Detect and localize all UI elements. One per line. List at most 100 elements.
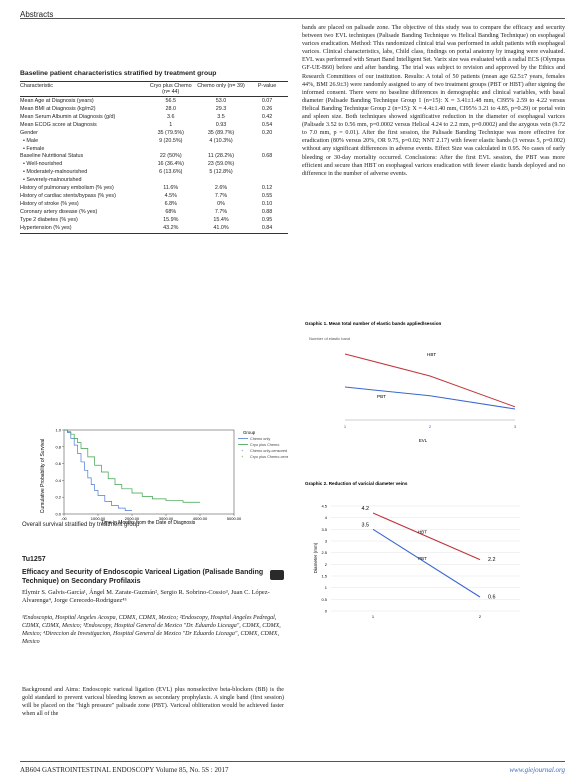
legend-entry: Chemo only-censored (250, 449, 287, 453)
table-cell: 0.07 (261, 97, 273, 104)
table-cell (146, 177, 196, 185)
table-cell: • Well-nourished (23, 161, 63, 168)
table-cell: 0.20 (261, 129, 273, 136)
table-cell: 43.2% (145, 224, 196, 234)
table-cell: History of pulmonary embolism (% yes) (20, 185, 114, 192)
col-header: Chemo only (n= 39) (195, 81, 247, 97)
table-cell: 0.84 (246, 224, 288, 234)
y-tick-label: 0.0 (55, 512, 61, 517)
page-footer: AB604 GASTROINTESTINAL ENDOSCOPY Volume … (20, 761, 565, 776)
graphic-2-y-tick: 0.5 (321, 597, 327, 602)
graphic-2-line-pbt (372, 528, 481, 598)
hbt-label: HBT (427, 352, 436, 357)
table-cell: 0.54 (261, 121, 273, 128)
journal-url[interactable]: www.giejournal.org (509, 766, 565, 774)
graphic-2-series-label: HBT (418, 529, 427, 534)
y-tick-label: 1.0 (55, 428, 61, 433)
survival-curve-cryo-plus-chemo (64, 429, 200, 503)
table-row: Gender 35 (79.5%) 35 (89.7%) 0.20 (20, 129, 288, 137)
table-row: Type 2 diabetes (% yes) 15.9% 15.4% 0.95 (20, 217, 288, 225)
table-cell (196, 145, 246, 153)
graphic-2-y-tick: 1.5 (321, 574, 327, 579)
graphic-2-line-hbt (372, 512, 481, 561)
table-cell: 0.55 (261, 193, 273, 200)
table-cell: 4.5% (164, 193, 177, 200)
table-cell: 28.0 (165, 105, 177, 112)
table-cell: 1 (169, 121, 173, 128)
graphic-1-x-tick: 1 (344, 424, 347, 429)
graphic-1-line-hbt (344, 353, 516, 408)
abstract-body-right: bands are placed on palisade zone. The o… (302, 25, 565, 177)
table-cell: 0.12 (261, 185, 273, 192)
graphic-2-point-label: 3.5 (362, 522, 370, 528)
abstract-body-left: Background and Aims: Endoscopic variceal… (22, 687, 284, 718)
table-cell: 2.6% (214, 185, 228, 192)
table-cell: 15.4% (213, 217, 229, 224)
table-cell: 7.7% (214, 209, 228, 216)
table-cell: 6 (13.6%) (159, 169, 183, 176)
table-row: Baseline Nutritional Status 22 (50%) 11 (2… (20, 153, 288, 161)
table-cell: 6.8% (164, 201, 177, 208)
graphic-2-y-tick: 0 (325, 609, 328, 614)
graphic-1-x-tick: 2 (429, 424, 432, 429)
table-cell: 5 (12.8%) (209, 169, 233, 176)
table-header-row: Characteristic Cryo plus Chemo (n= 44) C… (20, 81, 288, 97)
table-cell: 35 (79.5%) (157, 129, 184, 136)
graphic-2-y-tick: 3 (325, 539, 328, 544)
graphic-2-ylabel: Diameter (mm) (313, 542, 318, 573)
table-cell: 0.42 (261, 113, 273, 120)
pbt-label: PBT (377, 394, 386, 399)
table-title: Baseline patient characteristics stratif… (20, 70, 217, 77)
graphic-2-y-tick: 2.5 (321, 550, 327, 555)
table-cell: 9 (20.5%) (159, 137, 183, 144)
x-tick-label: .00 (61, 516, 67, 521)
table-cell: Coronary artery disease (% yes) (20, 209, 98, 216)
graphic-1-lines (344, 353, 516, 410)
crossmark-icon[interactable] (270, 570, 284, 580)
table-cell: Mean Age at Diagnosis (years) (20, 97, 94, 104)
table-row: Mean ECOG score at Diagnosis 1 0.93 0.54 (20, 121, 288, 129)
legend-swatch: + (241, 448, 244, 453)
abstract-id: Tu1257 (22, 556, 46, 563)
table-cell: Mean ECOG score at Diagnosis (20, 121, 97, 128)
graphic-2-x-tick: 2 (479, 614, 482, 619)
table-cell: 22 (50%) (159, 153, 182, 160)
legend-swatch: + (241, 454, 244, 459)
graphic-1-xlabel: EVL (419, 438, 428, 443)
graphic-2-y-tick: 1 (325, 585, 328, 590)
plot-frame (63, 429, 235, 515)
table-cell: 29.3 (215, 105, 227, 112)
table-cell: 11 (28.2%) (208, 153, 234, 160)
table-cell: Gender (20, 129, 38, 136)
table-cell (246, 161, 288, 169)
table-cell: 0.88 (261, 209, 273, 216)
km-caption: Overall survival stratified by treatment… (22, 522, 140, 528)
graphic-2-x-tick: 1 (372, 614, 375, 619)
table-row: • Moderately-malnourished 6 (13.6%) 5 (12.… (20, 169, 288, 177)
col-header: P-value (246, 81, 288, 97)
table-cell: 4 (10.3%) (209, 137, 233, 144)
table-cell: 0% (217, 201, 225, 208)
section-label: Abstracts (20, 10, 54, 19)
col-header: Cryo plus Chemo (n= 44) (145, 81, 196, 97)
graphic-1-line-pbt (344, 386, 516, 410)
graphic-1: Graphic 1. Mean total number of elastic … (305, 321, 517, 443)
graphic-2-y-tick: 4 (325, 515, 328, 520)
graphic-2: Graphic 2. Reduction of varicial diamete… (305, 481, 520, 619)
x-axis-label: Time in Months from the Date of Diagnosi… (101, 520, 196, 526)
affiliations: ¹Endoscopia, Hospital Angeles Acoxpa, CD… (22, 615, 281, 645)
y-tick-label: 0.4 (55, 478, 61, 483)
km-survival-plot: Cumulative Probability of Survival Time … (40, 428, 288, 527)
y-tick-label: 0.8 (55, 444, 61, 449)
table-cell (246, 145, 288, 153)
table-cell (246, 177, 288, 185)
table-cell (146, 145, 196, 153)
table-body: Mean Age at Diagnosis (years) 56.5 53.0 0.0… (20, 97, 288, 234)
table-cell: 23 (59.0%) (207, 161, 235, 168)
table-cell: • Moderately-malnourished (23, 169, 88, 176)
y-ticks: 1.0 0.8 0.6 0.4 0.2 0.0 (55, 428, 64, 517)
graphic-2-y-ticks: 4.5 4 3.5 3 2.5 2 1.5 1 0.5 0 (321, 504, 327, 614)
table-cell (246, 137, 288, 145)
graphic-2-title: Graphic 2. Reduction of varicial diamete… (305, 481, 408, 486)
survival-curve-chemo-only (64, 429, 132, 511)
